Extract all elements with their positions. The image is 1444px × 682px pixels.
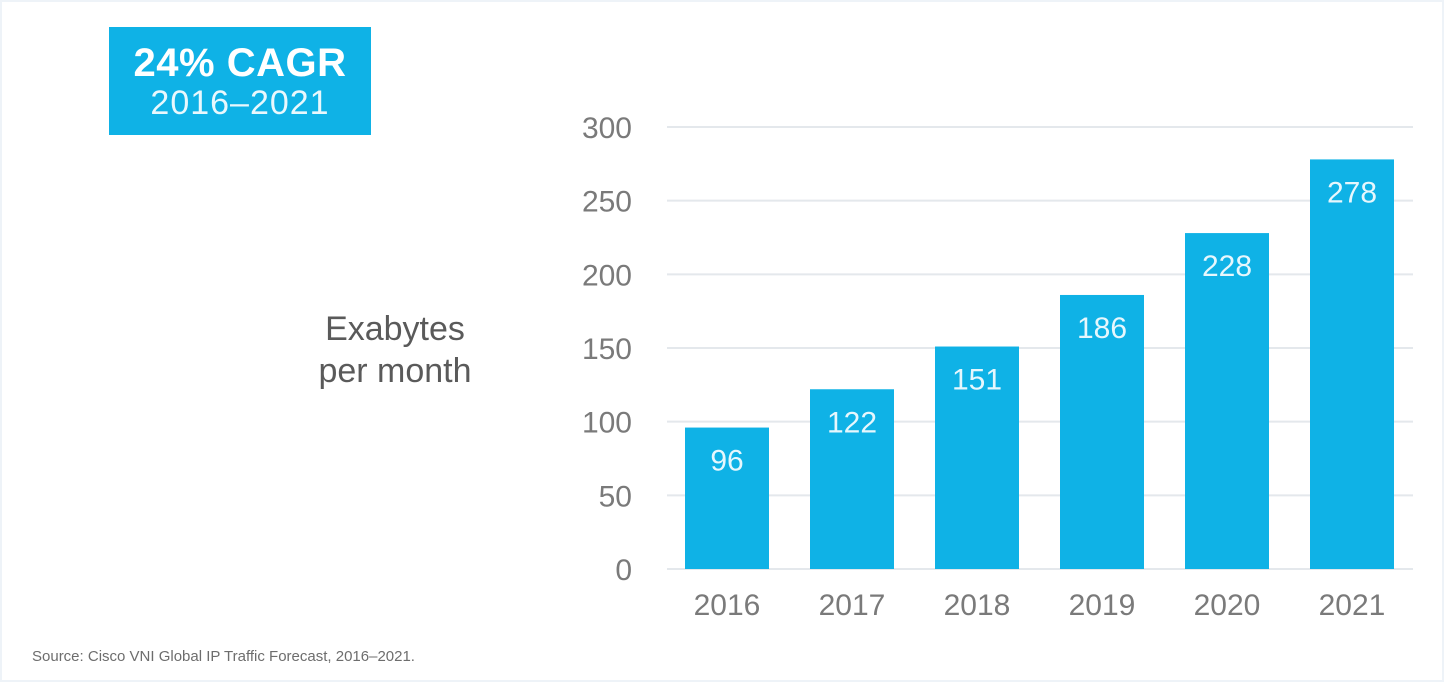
y-axis-label-line-2: per month [318,352,472,390]
x-tick-label: 2021 [1319,589,1386,622]
y-tick-label: 250 [582,186,632,219]
y-tick-label: 0 [615,554,632,587]
x-tick-label: 2020 [1194,589,1261,622]
bar-value-label: 278 [1327,176,1377,209]
bar-value-label: 122 [827,406,877,439]
bar-value-label: 96 [710,445,743,478]
y-axis-label: Exabytes per month [270,308,520,392]
x-tick-label: 2016 [694,589,761,622]
bar [1185,233,1269,569]
y-tick-label: 150 [582,333,632,366]
x-tick-label: 2018 [944,589,1011,622]
bar [685,427,769,569]
y-tick-label: 50 [599,480,632,513]
cagr-badge: 24% CAGR 2016–2021 [109,27,371,135]
bar [1310,159,1394,569]
y-tick-label: 100 [582,407,632,440]
bar-value-label: 186 [1077,312,1127,345]
y-tick-label: 200 [582,259,632,292]
source-note: Source: Cisco VNI Global IP Traffic Fore… [32,648,415,665]
x-tick-label: 2017 [819,589,886,622]
bar [1060,294,1144,569]
bar-value-label: 151 [952,364,1002,397]
y-axis-label-line-1: Exabytes [325,310,465,348]
cagr-headline: 24% CAGR [133,41,347,85]
bar [935,346,1019,569]
y-tick-label: 300 [582,112,632,145]
x-tick-label: 2019 [1069,589,1136,622]
bar [810,389,894,569]
bar-value-label: 228 [1202,250,1252,283]
cagr-period: 2016–2021 [150,84,330,122]
